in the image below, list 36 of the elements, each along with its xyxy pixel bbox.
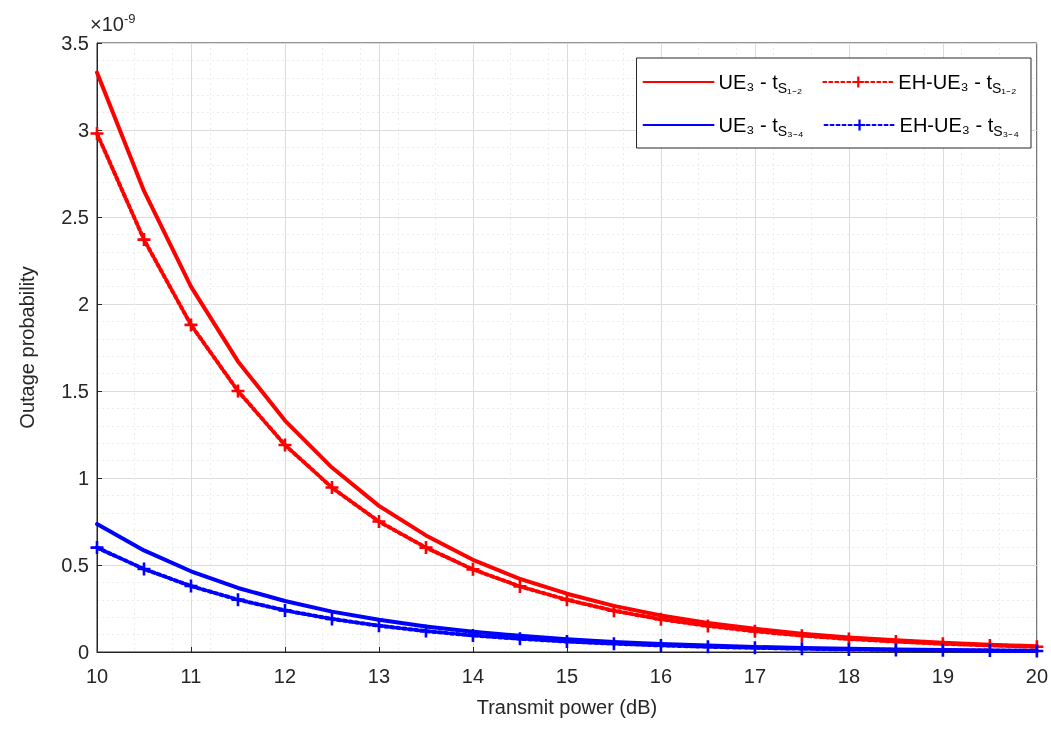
y-tick-label: 3.5 (61, 32, 89, 54)
point (90, 126, 104, 140)
x-tick-label: 13 (367, 665, 391, 687)
x-tick-label: 18 (837, 665, 861, 687)
x-tick-label: 11 (180, 665, 202, 687)
point (419, 541, 433, 555)
point (90, 541, 104, 555)
x-tick-label: 17 (743, 665, 767, 687)
y-axis-title: Outage probability (16, 266, 38, 429)
x-tick-label: 12 (273, 665, 297, 687)
point (466, 628, 480, 642)
point (278, 603, 292, 617)
point (560, 593, 574, 607)
x-tick-label: 16 (649, 665, 673, 687)
y-tick-label: 1.5 (61, 380, 89, 402)
x-tick-label: 10 (85, 665, 109, 687)
y-tick-label: 1 (77, 467, 89, 489)
y-tick-label: 3 (77, 119, 89, 141)
y-tick-label: 0.5 (61, 554, 89, 576)
point (325, 481, 339, 495)
point (372, 619, 386, 633)
point (513, 579, 527, 593)
point (137, 233, 151, 247)
y-tick-label: 2 (77, 293, 89, 315)
y-tick-label: 0 (77, 641, 89, 663)
point (231, 593, 245, 607)
x-tick-label: 20 (1025, 665, 1048, 687)
x-axis-title: Transmit power (dB) (476, 696, 658, 718)
point (466, 562, 480, 576)
point (607, 604, 621, 618)
point (654, 612, 668, 626)
x-tick-label: 15 (555, 665, 579, 687)
y-tick-label: 2.5 (61, 206, 89, 228)
x-tick-label: 14 (461, 665, 485, 687)
x-tick-label: 19 (931, 665, 955, 687)
point (372, 515, 386, 528)
